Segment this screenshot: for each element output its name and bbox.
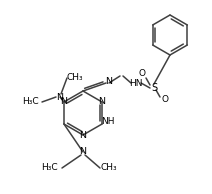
Text: HN: HN [129,79,143,87]
Text: NH: NH [101,118,115,126]
Text: O: O [162,95,169,105]
Text: N: N [60,98,67,107]
Text: N: N [80,147,86,157]
Text: H₃C: H₃C [22,98,38,107]
Text: CH₃: CH₃ [67,73,83,81]
Text: N: N [80,131,86,139]
Text: N: N [57,93,64,101]
Text: S: S [151,83,157,93]
Text: N: N [99,98,106,107]
Text: N: N [106,77,113,87]
Text: CH₃: CH₃ [101,164,117,172]
Text: O: O [138,69,145,79]
Text: H₃C: H₃C [41,164,57,172]
